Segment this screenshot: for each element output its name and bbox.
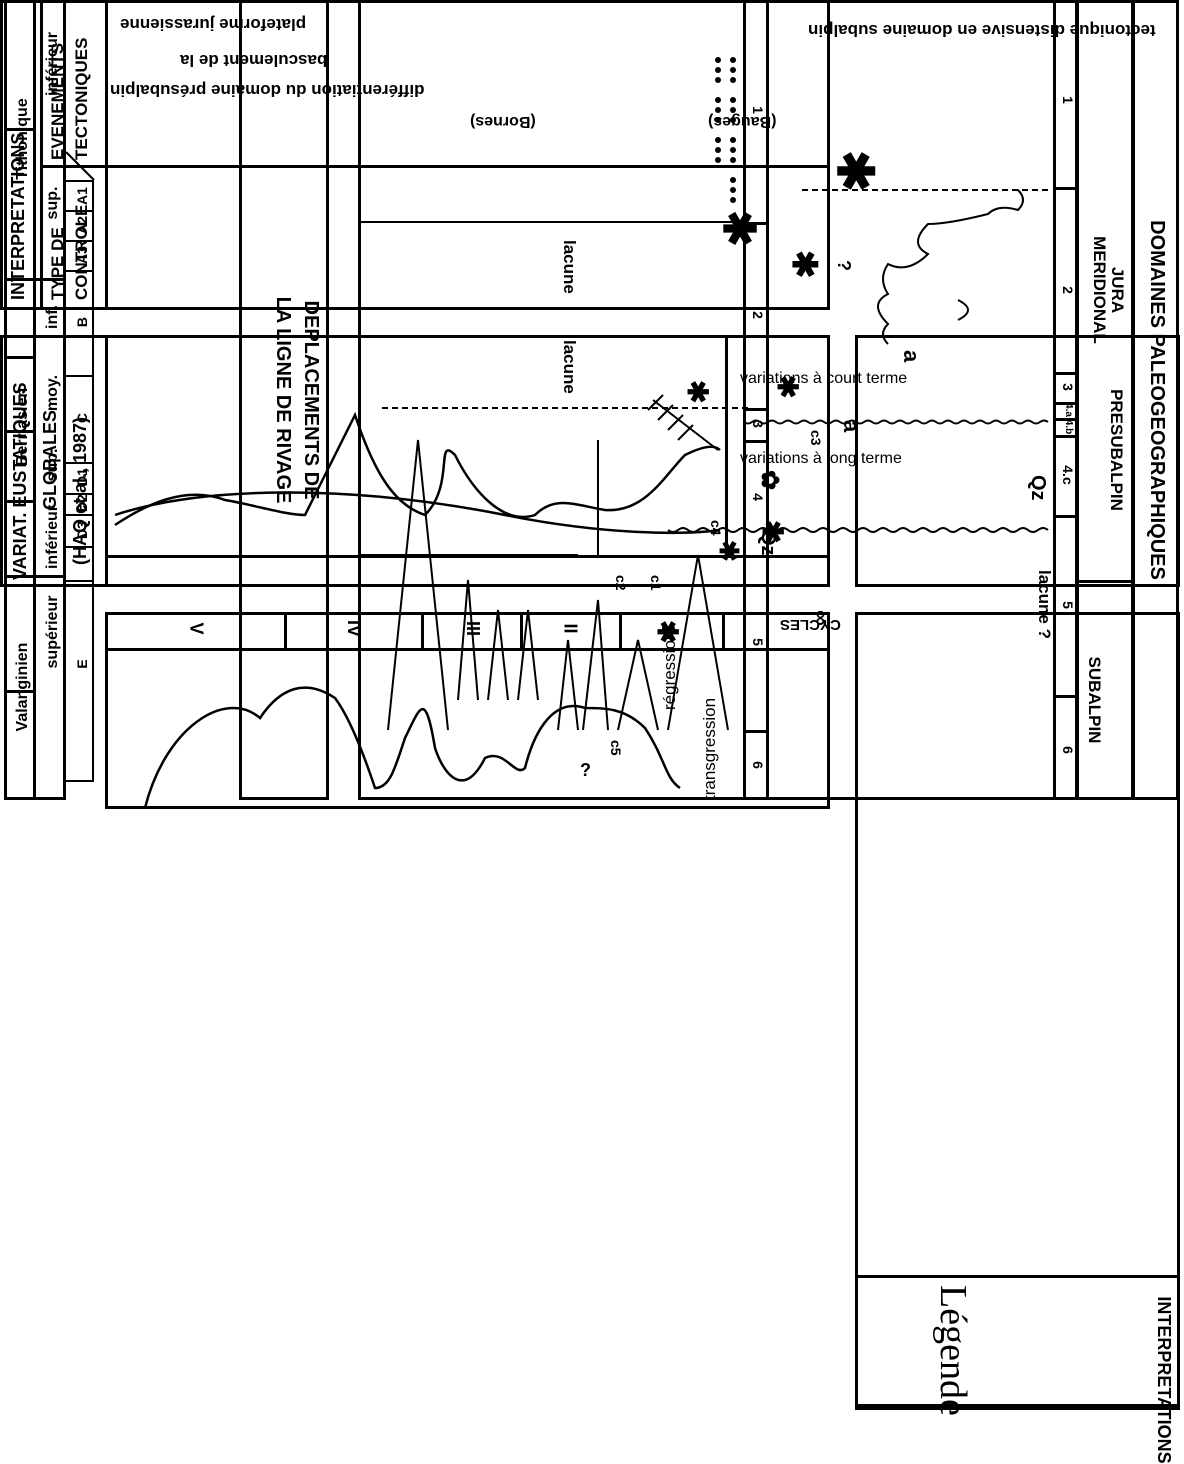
- rivage-transgression: transgression: [700, 697, 719, 800]
- type-header-1: TYPE DE: [48, 227, 67, 300]
- rivage-cycles-label: CYCLES: [780, 616, 841, 633]
- interp-body: [0, 0, 830, 310]
- rivage-cycle-3: III: [463, 620, 484, 637]
- interp-header-screen: INTERPRETATIONS: [8, 132, 28, 300]
- event-differentiation: différentiation du domaine présubalpin: [110, 81, 425, 100]
- rivage-cycle-2: II: [560, 623, 581, 634]
- event-distensive: tectonique distensive en domaine subalpi…: [808, 21, 1156, 40]
- event-bornes: (Bornes): [470, 113, 536, 130]
- rivage-question: ?: [580, 760, 591, 780]
- eustatic-curves: [114, 411, 721, 535]
- rivage-body: [105, 612, 830, 809]
- events-header-2: TECTONIQUES: [72, 37, 91, 160]
- legend-body: [855, 612, 1180, 1407]
- events-header-1: EVENEMENTS: [48, 42, 67, 160]
- eustatic-legend-2: variations à long terme: [740, 450, 902, 467]
- rivage-cycle-4: IV: [344, 619, 365, 638]
- rivage-regression: régression: [660, 630, 679, 710]
- eustatic-header-1: VARIAT. EUSTATIQUES: [10, 382, 30, 580]
- event-basculement: basculement de la: [180, 51, 328, 70]
- legend-title-box: [855, 1275, 1180, 1410]
- type-header-2: CONTROLE: [72, 204, 91, 300]
- eustatic-legend-1: variations à court terme: [740, 370, 908, 387]
- eustatic-header-2: GLOBALES: [40, 409, 60, 510]
- legend-title: Légende: [932, 1285, 974, 1416]
- legend-t-box: [855, 335, 1180, 587]
- eustatic-header-3: (HAQ et al., 1987): [70, 416, 90, 565]
- screen-layer: CYCLES I II III IV V ? régression transg…: [0, 0, 1180, 1416]
- eustatic-header-box: [0, 335, 108, 587]
- event-plateforme: plateforme jurassienne: [120, 15, 307, 34]
- rivage-cycle-5: V: [186, 622, 207, 635]
- rivage-curve: [143, 686, 681, 809]
- event-bauges: (Bauges): [708, 113, 777, 130]
